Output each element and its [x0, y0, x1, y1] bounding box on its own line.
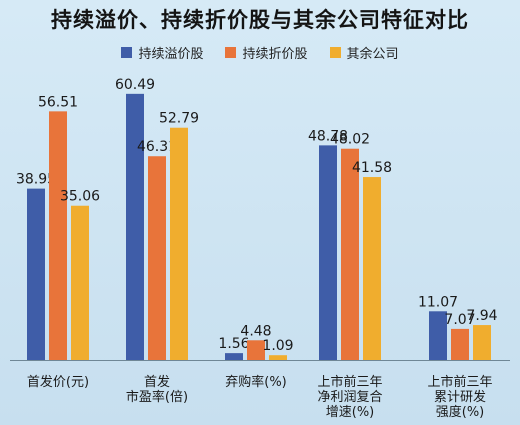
category-label-2-0: 弃购率(%): [225, 374, 287, 390]
bar-3-0: [319, 145, 337, 360]
bar-3-2: [363, 177, 381, 360]
data-label-3-0: 48.78: [308, 128, 348, 144]
data-label-0-2: 35.06: [60, 189, 100, 205]
bar-2-1: [247, 340, 265, 360]
category-label-3-1: 净利润复合: [317, 390, 382, 405]
title-bar: 持续溢价、持续折价股与其余公司特征对比: [0, 0, 520, 38]
legend-item-discount: 持续折价股: [225, 43, 308, 62]
bar-4-0: [429, 311, 447, 360]
category-label-1-0: 首发: [144, 374, 170, 390]
category-label-0-0: 首发价(元): [27, 374, 89, 390]
data-label-2-2: 1.09: [262, 338, 293, 354]
data-label-1-0: 60.49: [115, 77, 155, 93]
legend-item-others: 其余公司: [329, 43, 399, 62]
bar-1-0: [126, 93, 144, 361]
chart-title: 持续溢价、持续折价股与其余公司特征对比: [51, 8, 469, 32]
data-label-4-0: 11.07: [418, 294, 458, 310]
data-label-2-1: 4.48: [240, 323, 271, 339]
data-label-3-1: 48.02: [330, 132, 370, 148]
category-label-4-2: 强度(%): [436, 404, 485, 420]
legend-item-premium: 持续溢价股: [121, 43, 203, 62]
legend-label-premium: 持续溢价股: [138, 46, 204, 62]
legend-label-others: 其余公司: [346, 46, 399, 62]
legend-swatch-discount: [225, 46, 237, 58]
category-label-1-1: 市盈率(倍): [126, 389, 188, 405]
bar-0-2: [71, 205, 89, 360]
data-label-3-2: 41.58: [352, 160, 392, 176]
legend-swatch-premium: [121, 46, 133, 58]
data-label-4-2: 7.94: [466, 308, 497, 324]
category-label-3-0: 上市前三年: [317, 374, 382, 390]
legend: 持续溢价股 持续折价股 其余公司: [0, 41, 520, 63]
bar-1-2: [170, 127, 188, 360]
bar-2-0: [225, 353, 243, 360]
bar-1-1: [148, 156, 166, 360]
data-label-0-0: 38.95: [16, 172, 56, 188]
bar-0-0: [27, 188, 45, 360]
data-label-2-0: 1.56: [218, 336, 249, 352]
data-label-1-1: 46.31: [137, 139, 177, 155]
legend-swatch-others: [329, 46, 341, 58]
bar-0-1: [49, 111, 67, 360]
bar-4-1: [451, 328, 469, 360]
data-label-0-1: 56.51: [38, 94, 78, 110]
category-label-3-2: 增速(%): [326, 405, 375, 420]
legend-label-discount: 持续折价股: [242, 46, 308, 62]
category-label-4-0: 上市前三年: [427, 374, 492, 390]
bar-3-1: [341, 148, 359, 360]
data-label-4-1: 7.07: [444, 312, 475, 328]
category-label-4-1: 累计研发: [434, 389, 486, 405]
data-label-1-2: 52.79: [159, 111, 199, 127]
bar-4-2: [473, 325, 491, 360]
bar-2-2: [269, 355, 287, 360]
